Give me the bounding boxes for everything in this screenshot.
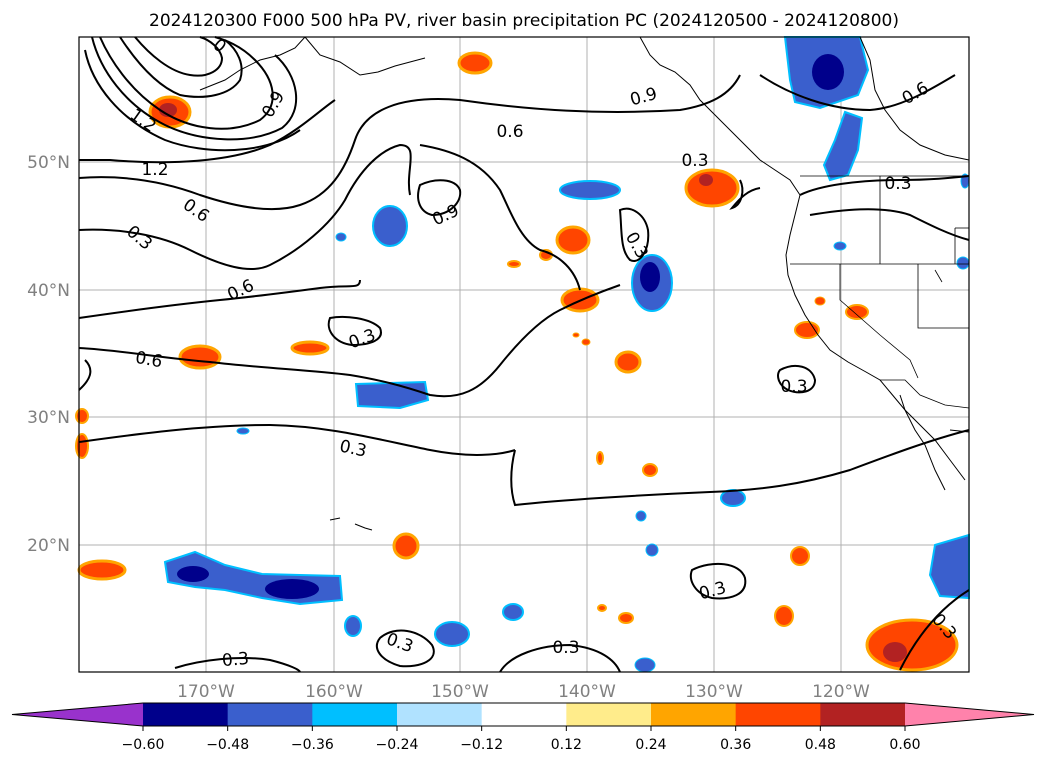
contour-label: 1.2 xyxy=(141,160,168,180)
precip-pc-fields xyxy=(75,36,970,673)
longitude-labels: 170°W 160°W 150°W 140°W 130°W 120°W xyxy=(177,682,870,702)
contour-label: 0.3 xyxy=(552,638,579,658)
colorbar-segment xyxy=(820,703,906,726)
colorbar-tick-label: −0.60 xyxy=(122,737,165,753)
borders xyxy=(790,175,970,409)
colorbar-segment xyxy=(397,703,483,726)
map-title: 2024120300 F000 500 hPa PV, river basin … xyxy=(149,11,899,31)
colorbar-ticks: −0.60 −0.48 −0.36 −0.24 −0.12 0.12 0.24 0.36 0.4… xyxy=(122,726,921,753)
colorbar-tick-label: −0.12 xyxy=(460,737,503,753)
contour-label: 0.3 xyxy=(681,151,708,171)
colorbar-segment xyxy=(143,703,229,726)
colorbar-segment xyxy=(227,703,313,726)
lon-label: 120°W xyxy=(812,682,870,702)
lat-label: 50°N xyxy=(27,153,70,173)
contour-label: 0.3 xyxy=(780,377,807,397)
lon-label: 140°W xyxy=(558,682,616,702)
colorbar-tick-label: 0.24 xyxy=(635,737,666,753)
contour-label: 0.6 xyxy=(134,348,164,372)
colorbar-extend-max xyxy=(905,703,1034,726)
colorbar-tick-label: 0.60 xyxy=(889,737,920,753)
colorbar-segment xyxy=(735,703,821,726)
pv-contours xyxy=(78,36,970,673)
latitude-labels: 50°N 40°N 30°N 20°N xyxy=(27,153,70,556)
lon-label: 160°W xyxy=(305,682,363,702)
colorbar-segment xyxy=(566,703,652,726)
colorbar-tick-label: 0.48 xyxy=(805,737,836,753)
coastlines xyxy=(199,36,970,531)
contour-label: 0.6 xyxy=(496,122,523,142)
lon-label: 170°W xyxy=(177,682,235,702)
colorbar-segment xyxy=(481,703,567,726)
colorbar-tick-label: −0.48 xyxy=(206,737,249,753)
lat-label: 40°N xyxy=(27,281,70,301)
positive-anomaly xyxy=(75,51,959,672)
colorbar-segment xyxy=(651,703,737,726)
map-frame xyxy=(78,36,970,673)
colorbar-segment xyxy=(312,703,398,726)
colorbar-tick-label: −0.24 xyxy=(376,737,419,753)
lat-label: 30°N xyxy=(27,408,70,428)
contour-label: 0.3 xyxy=(884,174,911,194)
lat-label: 20°N xyxy=(27,536,70,556)
colorbar-tick-label: −0.36 xyxy=(291,737,334,753)
colorbar-segments xyxy=(12,703,1034,726)
lon-label: 130°W xyxy=(685,682,743,702)
lon-label: 150°W xyxy=(431,682,489,702)
map-panel: 1.2 1.2 0.9 0.9 0.9 0.6 0.6 0.6 0.6 0.6 … xyxy=(75,35,970,673)
colorbar-tick-label: 0.12 xyxy=(551,737,582,753)
colorbar-extend-min xyxy=(12,703,143,726)
colorbar-tick-label: 0.36 xyxy=(720,737,751,753)
gridlines xyxy=(79,37,969,672)
negative-anomaly xyxy=(163,36,970,673)
colorbar: −0.60 −0.48 −0.36 −0.24 −0.12 0.12 0.24 0.36 0.4… xyxy=(11,702,1035,753)
contour-label: 0.3 xyxy=(221,649,250,671)
